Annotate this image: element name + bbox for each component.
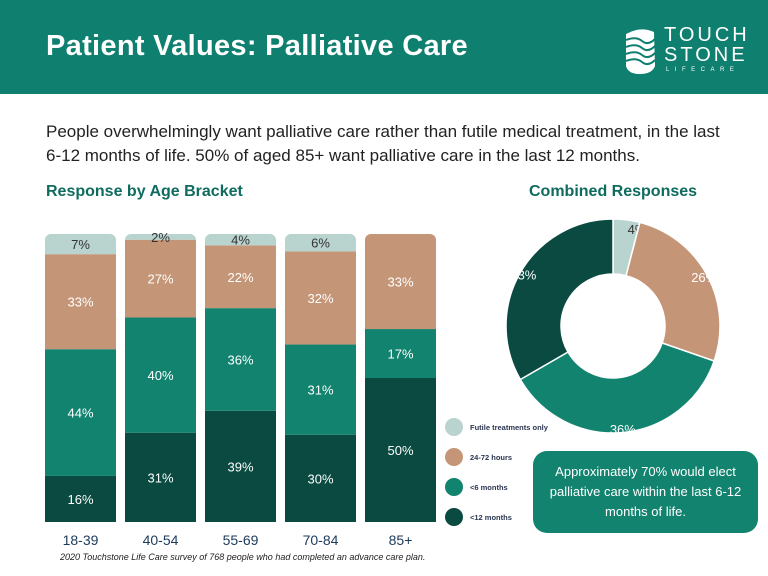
legend-swatch: [445, 418, 463, 436]
bar-group: [205, 234, 276, 522]
legend-item: <12 months: [445, 508, 565, 526]
bar-data-label: 44%: [67, 406, 93, 421]
bar-segment: [125, 317, 196, 433]
donut-data-label: 26%: [691, 270, 717, 285]
bar-segment: [365, 234, 436, 330]
bar-data-label: 32%: [307, 291, 333, 306]
bar-data-label: 30%: [307, 471, 333, 486]
bar-data-label: 7%: [71, 237, 90, 252]
logo-text: TOUCH: [664, 24, 750, 46]
touchstone-logo: TOUCH STONE LIFECARE: [622, 24, 752, 78]
donut-data-label: 33%: [510, 267, 536, 282]
x-tick-label: 55-69: [223, 532, 259, 548]
bar-segment: [205, 410, 276, 522]
bar-data-label: 22%: [227, 270, 253, 285]
bar-data-label: 17%: [387, 347, 413, 362]
bar-data-label: 36%: [227, 352, 253, 367]
header-banner: Patient Values: Palliative Care TOUCH ST…: [0, 0, 768, 94]
x-tick-label: 18-39: [63, 532, 99, 548]
logo-text: STONE: [664, 44, 748, 66]
stone-logo-icon: [625, 29, 656, 74]
donut-slice: [505, 218, 614, 381]
bar-group: [285, 234, 356, 522]
legend-label: <6 months: [470, 482, 508, 492]
legend-item: Futile treatments only: [445, 418, 565, 436]
source-note: 2020 Touchstone Life Care survey of 768 …: [60, 552, 426, 562]
legend-swatch: [445, 448, 463, 466]
legend-swatch: [445, 478, 463, 496]
donut-slice: [625, 221, 721, 362]
bar-data-label: 4%: [231, 233, 250, 248]
bar-data-label: 40%: [147, 368, 173, 383]
bar-segment: [125, 432, 196, 522]
donut-data-label: 36%: [610, 422, 636, 437]
x-tick-label: 85+: [389, 532, 413, 548]
bar-data-label: 50%: [387, 443, 413, 458]
bar-segment: [125, 239, 196, 318]
bar-data-label: 31%: [147, 470, 173, 485]
bar-segment: [205, 308, 276, 411]
legend-item: <6 months: [445, 478, 565, 496]
bar-data-label: 31%: [307, 383, 333, 398]
bar-data-label: 6%: [311, 236, 330, 251]
intro-text: People overwhelmingly want palliative ca…: [46, 122, 720, 165]
bar-segment: [45, 475, 116, 522]
legend-label: 24-72 hours: [470, 452, 513, 462]
bar-segment: [205, 234, 276, 246]
bar-segment: [205, 245, 276, 309]
bar-segment: [45, 234, 116, 255]
bar-data-label: 2%: [151, 230, 170, 245]
x-tick-label: 40-54: [143, 532, 179, 548]
bar-segment: [285, 434, 356, 522]
legend-label: Futile treatments only: [470, 422, 548, 432]
donut-slice: [519, 342, 716, 434]
bar-segment: [285, 251, 356, 345]
callout-box: Approximately 70% would elect palliative…: [533, 451, 758, 533]
bar-segment: [365, 378, 436, 522]
x-tick-label: 70-84: [303, 532, 339, 548]
bar-group: [365, 234, 436, 522]
bar-chart-title: Response by Age Bracket: [46, 183, 243, 200]
bar-data-label: 39%: [227, 459, 253, 474]
legend-swatch: [445, 508, 463, 526]
bar-segment: [285, 344, 356, 435]
bar-group: [45, 234, 116, 522]
bar-data-label: 33%: [67, 295, 93, 310]
bar-data-label: 27%: [147, 272, 173, 287]
donut-chart-title: Combined Responses: [529, 183, 698, 200]
bar-segment: [285, 234, 356, 252]
bar-segment: [45, 349, 116, 476]
bar-segment: [45, 254, 116, 350]
bar-data-label: 33%: [387, 275, 413, 290]
page-title: Patient Values: Palliative Care: [46, 30, 468, 62]
bar-data-label: 16%: [67, 492, 93, 507]
legend-label: <12 months: [470, 512, 512, 522]
bar-segment: [125, 234, 196, 240]
bar-segment: [365, 329, 436, 378]
legend-item: 24-72 hours: [445, 448, 565, 466]
bar-group: [125, 234, 196, 522]
logo-subtext: LIFECARE: [666, 67, 740, 73]
